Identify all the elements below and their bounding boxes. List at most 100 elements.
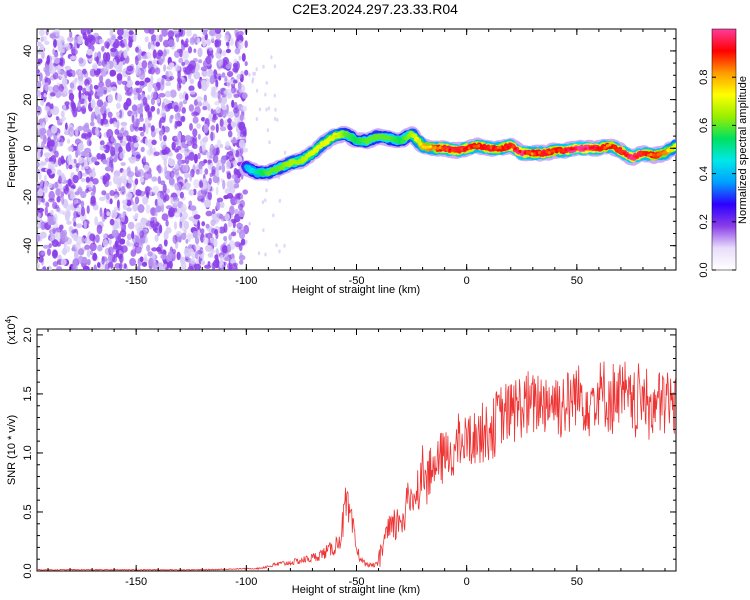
noise-point [55, 188, 61, 197]
trace-peak [542, 151, 547, 155]
noise-point [146, 173, 153, 179]
noise-point [200, 66, 208, 72]
noise-point [188, 189, 194, 196]
noise-point [245, 239, 248, 244]
noise-point [85, 176, 91, 183]
noise-point [233, 93, 240, 99]
noise-point [210, 131, 214, 142]
noise-point [133, 118, 141, 127]
noise-point [210, 219, 216, 227]
noise-point [179, 48, 184, 58]
noise-point [83, 220, 88, 229]
trace-peak [586, 146, 590, 150]
noise-point [215, 257, 220, 268]
noise-point [110, 135, 115, 143]
noise-point [209, 172, 214, 178]
noise-point [147, 112, 153, 121]
trace-peak [596, 146, 600, 150]
noise-point [163, 135, 167, 142]
noise-point [278, 249, 281, 254]
noise-point [88, 140, 92, 146]
noise-point [58, 83, 64, 92]
noise-point [109, 117, 113, 125]
noise-point [169, 170, 175, 179]
noise-point [103, 214, 108, 220]
noise-point [207, 69, 213, 78]
trace-peak [426, 145, 430, 149]
noise-point [106, 211, 111, 217]
noise-point [212, 154, 219, 164]
noise-point [111, 209, 118, 219]
noise-point [164, 146, 170, 155]
noise-point [133, 95, 138, 101]
noise-point [143, 253, 148, 262]
noise-point [199, 169, 203, 175]
noise-point [176, 251, 181, 261]
trace-peak [489, 146, 493, 150]
trace-peak [555, 148, 559, 152]
noise-point [108, 246, 114, 256]
noise-point [170, 114, 174, 120]
noise-point [165, 219, 169, 227]
noise-point [214, 101, 220, 106]
noise-point [96, 153, 102, 160]
noise-point [58, 175, 62, 184]
noise-point [84, 147, 91, 154]
trace-peak [601, 145, 605, 149]
noise-point [37, 69, 41, 74]
noise-point [134, 166, 138, 174]
noise-point [115, 249, 120, 256]
noise-point [56, 169, 62, 176]
noise-point [94, 106, 100, 115]
noise-point [38, 72, 43, 82]
spectrogram-panel: -150 -100 -50 0 50 -40 -20 0 20 40 Height of stra… [6, 28, 677, 296]
noise-point [103, 110, 107, 119]
noise-point [151, 247, 158, 252]
noise-point [198, 59, 203, 64]
trace-peak [644, 151, 648, 155]
noise-point [110, 86, 117, 92]
noise-point [51, 125, 58, 134]
trace-peak [327, 137, 331, 141]
noise-point [86, 48, 93, 56]
noise-point [230, 139, 238, 144]
noise-point [242, 147, 249, 153]
noise-point [154, 234, 159, 242]
trace-peak [613, 145, 617, 149]
noise-point [56, 132, 61, 141]
noise-point [107, 93, 113, 104]
noise-point [238, 55, 242, 61]
noise-point [90, 191, 96, 197]
noise-point [224, 257, 232, 262]
x-tick-label: 50 [571, 275, 583, 287]
noise-point [135, 87, 143, 94]
noise-point [49, 236, 55, 242]
trace-peak [513, 147, 518, 151]
trace-peak [625, 153, 629, 157]
noise-point [117, 35, 123, 40]
noise-point [193, 71, 201, 80]
noise-point [238, 242, 243, 252]
noise-point [66, 155, 72, 165]
noise-point [211, 166, 217, 175]
noise-point [124, 32, 130, 37]
noise-point [196, 96, 203, 102]
noise-point [157, 250, 163, 255]
noise-point [77, 149, 81, 156]
noise-point [132, 202, 139, 212]
noise-point [97, 262, 101, 268]
trace-peak [329, 135, 333, 139]
noise-point [69, 55, 77, 61]
noise-point [207, 159, 213, 164]
noise-point [157, 164, 162, 174]
noise-point [164, 165, 168, 175]
noise-point [215, 123, 219, 133]
noise-point [81, 237, 85, 244]
noise-point [103, 144, 110, 149]
noise-point [37, 183, 42, 189]
noise-point [135, 67, 141, 76]
noise-point [86, 84, 90, 93]
noise-point [46, 248, 52, 256]
noise-point [140, 146, 145, 153]
noise-point [116, 102, 121, 110]
